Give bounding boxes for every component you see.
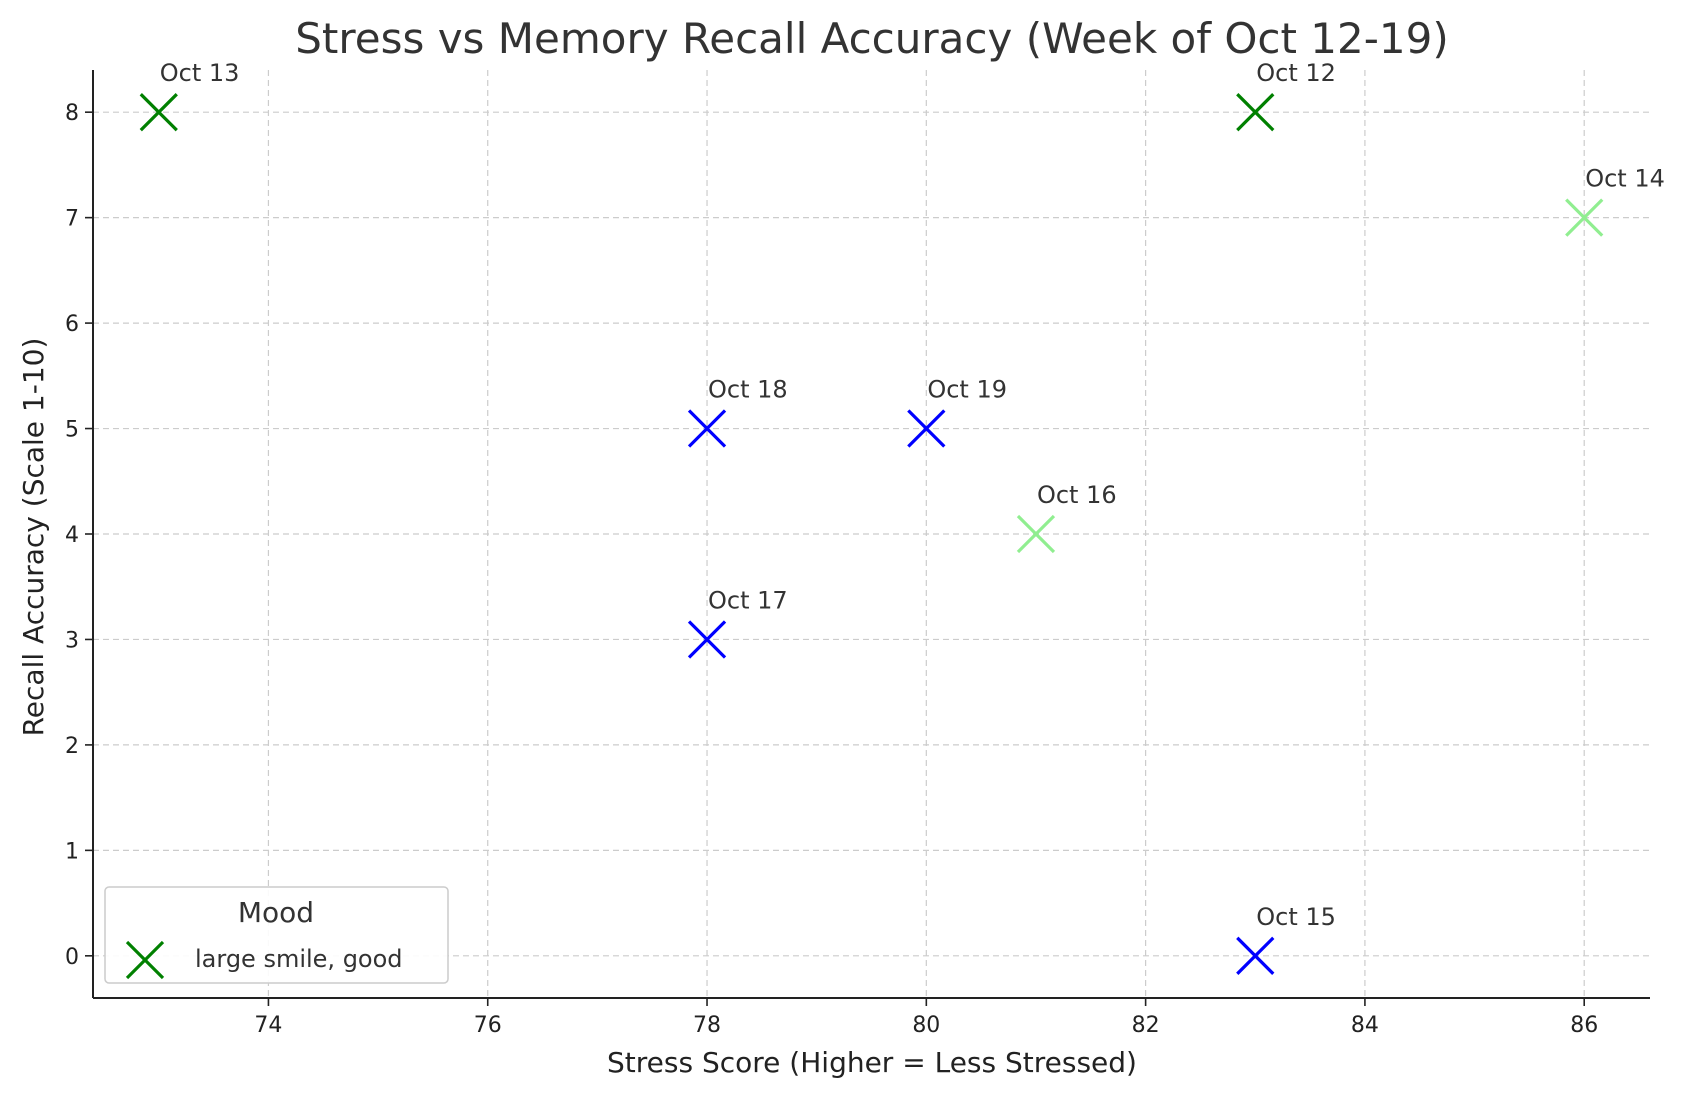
data-point-label: Oct 18 [708, 376, 788, 404]
y-tick-label: 0 [65, 945, 79, 970]
legend-marker [125, 940, 165, 980]
data-point [1236, 936, 1275, 975]
data-point [687, 409, 727, 448]
legend-x-marker-stroke [125, 940, 165, 980]
x-tick-label: 84 [1351, 1013, 1379, 1038]
chart-title: Stress vs Memory Recall Accuracy (Week o… [295, 14, 1448, 63]
x-tick-label: 76 [474, 1013, 502, 1038]
data-point [1016, 514, 1056, 554]
data-point-label: Oct 15 [1256, 903, 1336, 931]
x-tick-label: 80 [912, 1013, 940, 1038]
x-tick-label: 86 [1570, 1013, 1598, 1038]
legend-title: Mood [238, 896, 314, 929]
data-point-label: Oct 12 [1256, 59, 1336, 87]
data-point [139, 93, 178, 132]
legend: Mood large smile, good [104, 886, 449, 984]
data-point-stroke [687, 409, 727, 448]
data-point [687, 620, 727, 659]
data-point [907, 409, 946, 448]
y-tick-label: 1 [65, 839, 79, 864]
x-tick-label: 78 [693, 1013, 721, 1038]
points-layer: Oct 12 Oct 13 Oct 14 Oct 15 Oct 16 Oct 17 Oct … [139, 59, 1665, 975]
data-point-stroke [687, 620, 727, 659]
x-tick-label: 74 [254, 1013, 282, 1038]
x-axis-title: Stress Score (Higher = Less Stressed) [607, 1046, 1137, 1079]
y-axis-title: Recall Accuracy (Scale 1-10) [17, 338, 50, 737]
data-point [1236, 93, 1275, 132]
x-tick-label: 82 [1132, 1013, 1160, 1038]
y-tick-label: 5 [65, 418, 79, 443]
data-point-stroke [1236, 936, 1275, 975]
data-point-stroke [1016, 514, 1056, 554]
y-tick-label: 3 [65, 628, 79, 653]
legend-entry-label: large smile, good [195, 945, 403, 973]
y-tick-label: 6 [65, 312, 79, 337]
y-tick-label: 4 [65, 523, 79, 548]
legend-box [104, 886, 449, 984]
y-tick-label: 8 [65, 101, 79, 126]
grid-layer [93, 70, 1650, 998]
y-tick-label: 2 [65, 734, 79, 759]
data-point-label: Oct 14 [1585, 165, 1665, 193]
data-point-stroke [1565, 198, 1604, 237]
legend-x-marker [125, 940, 165, 980]
data-point-label: Oct 19 [927, 376, 1007, 404]
data-point-label: Oct 13 [160, 59, 240, 87]
data-point [1565, 198, 1604, 237]
data-point-stroke [139, 93, 178, 132]
data-point-stroke [907, 409, 946, 448]
data-point-label: Oct 16 [1037, 481, 1117, 509]
data-point-label: Oct 17 [708, 586, 788, 614]
y-tick-label: 7 [65, 207, 79, 232]
data-point-stroke [1236, 93, 1275, 132]
